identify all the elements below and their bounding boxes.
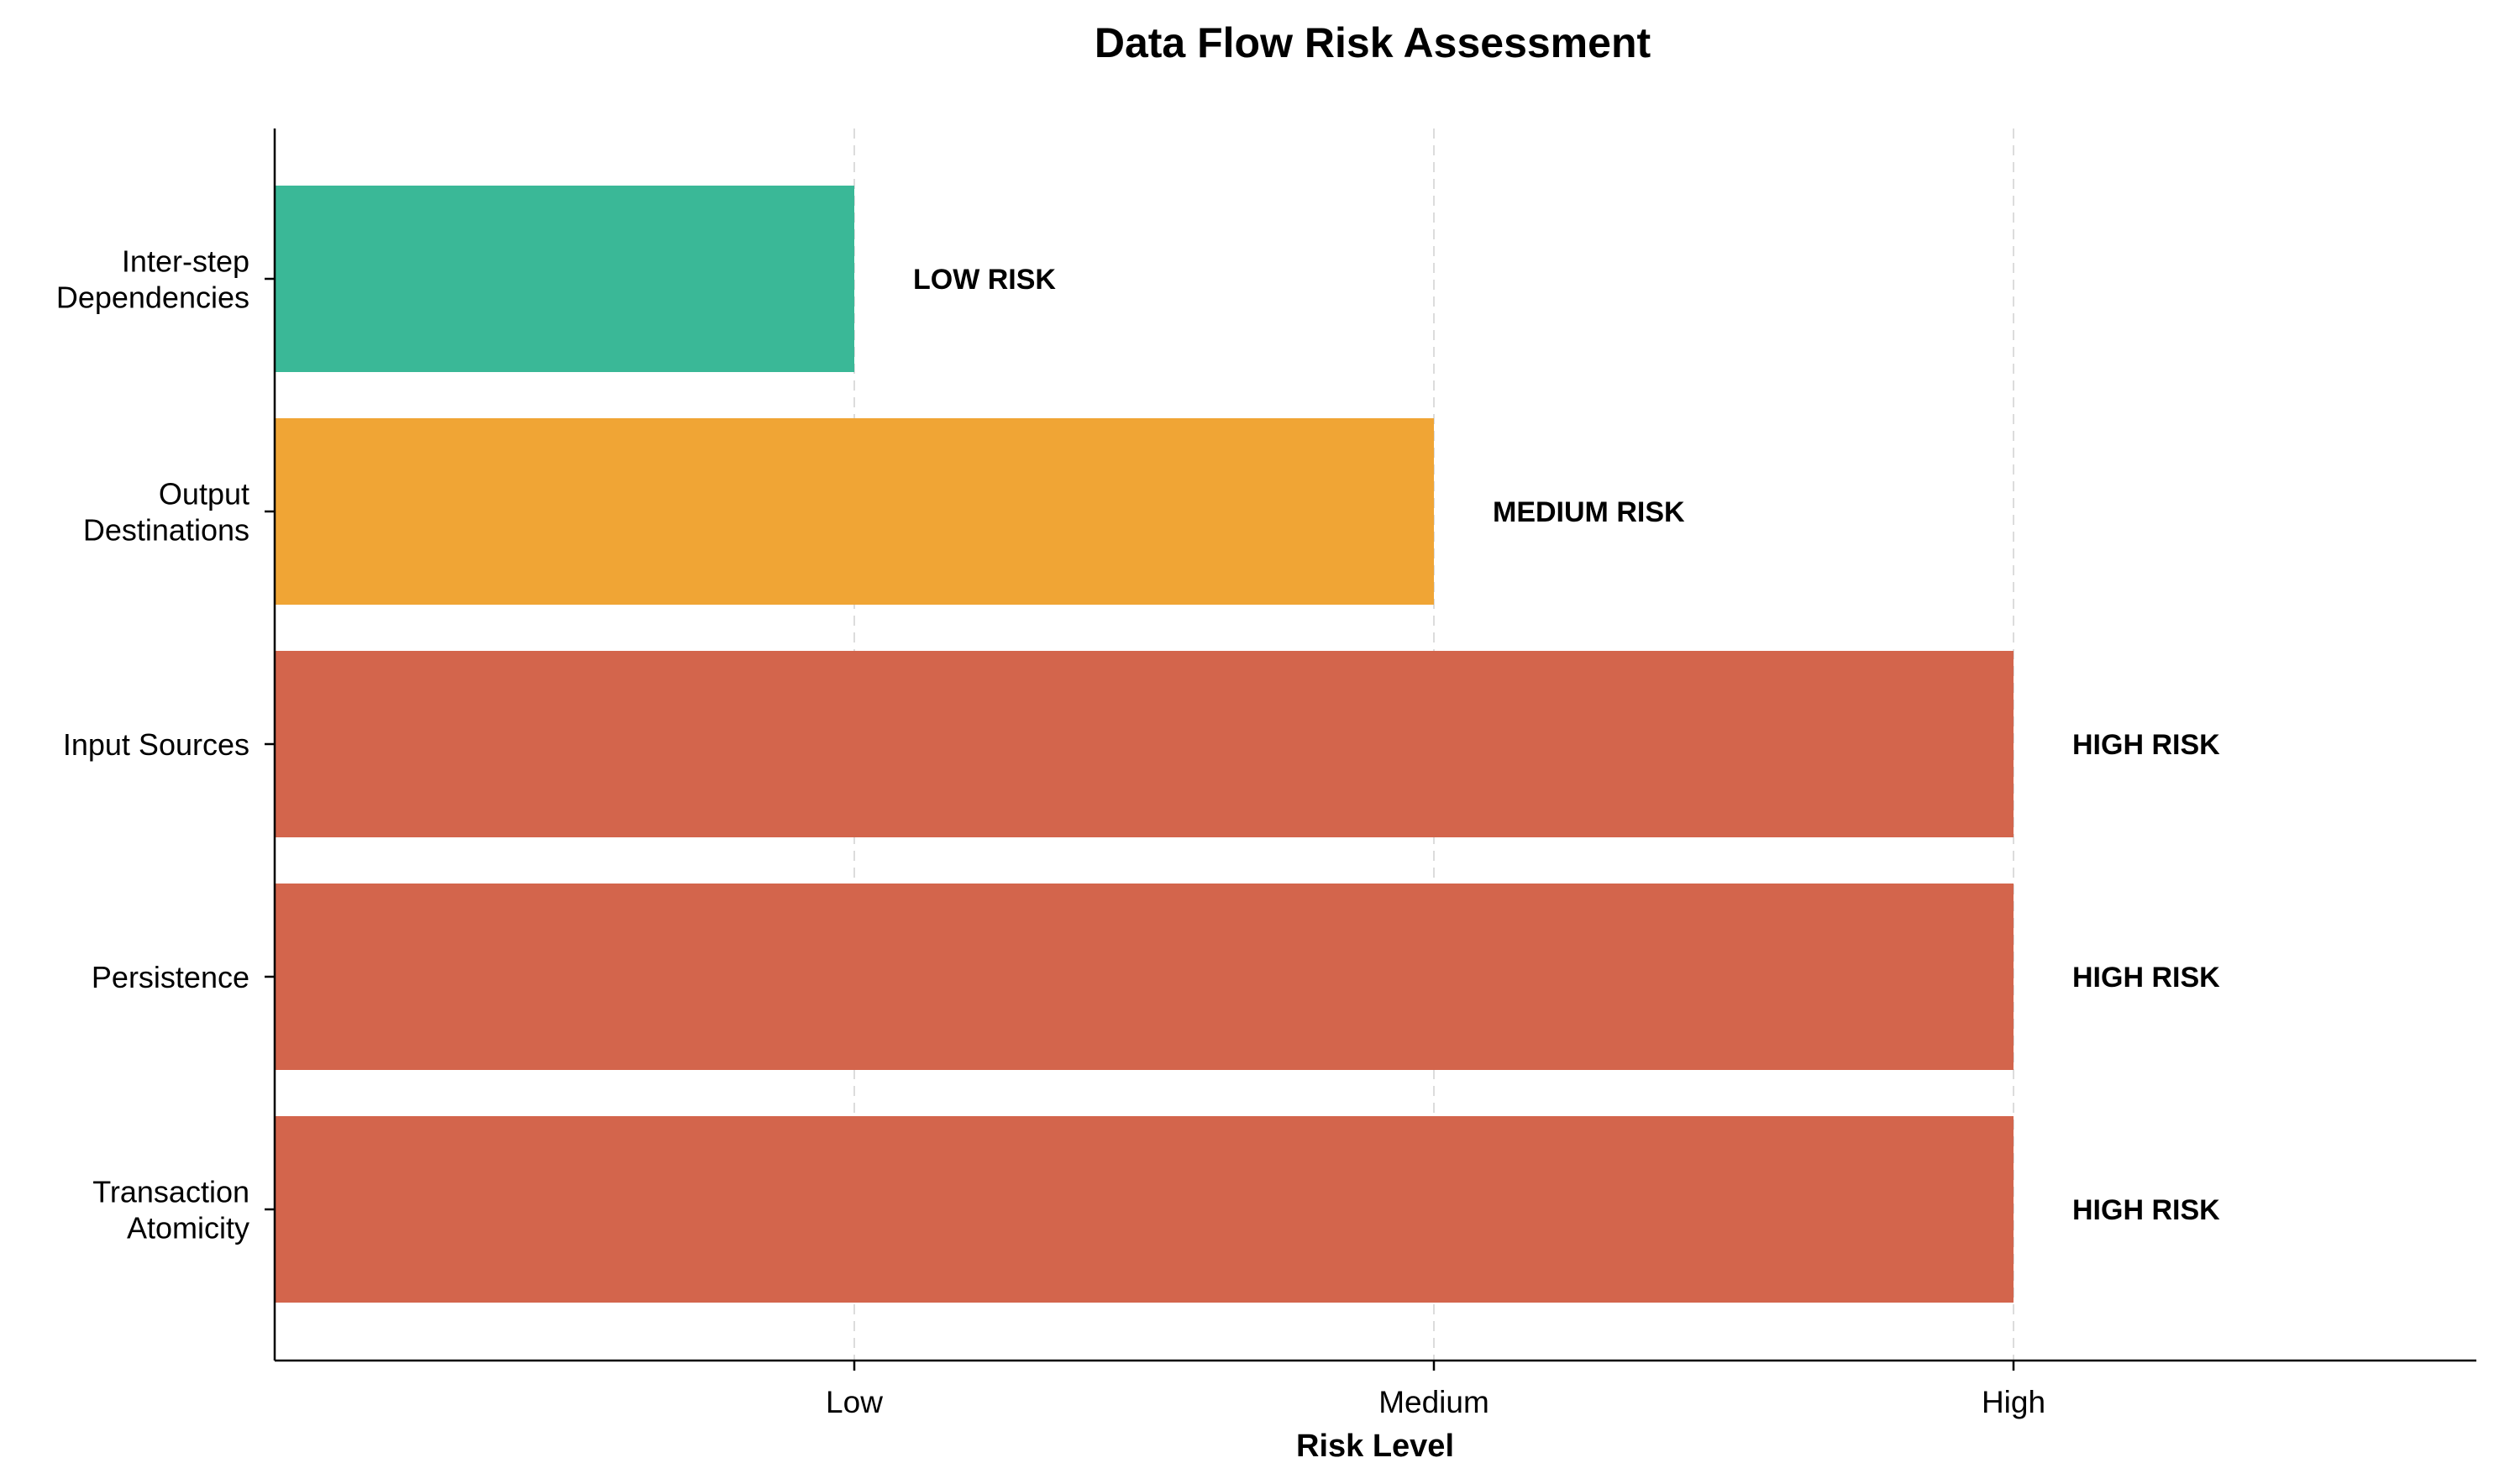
bar-value-label: MEDIUM RISK	[1493, 496, 1685, 528]
x-tick-labels: Low Medium High	[826, 1361, 2045, 1419]
y-category-label-line: Output	[159, 477, 249, 511]
y-category-label-line: Destinations	[83, 513, 249, 548]
bar	[275, 651, 2014, 837]
x-tick-label: High	[1982, 1385, 2045, 1419]
bar-value-label: HIGH RISK	[2072, 1194, 2220, 1226]
y-category-label-line: Atomicity	[127, 1211, 249, 1245]
bar	[275, 418, 1434, 605]
y-category-label-line: Dependencies	[56, 281, 249, 315]
y-category-label-line: Inter-step	[122, 244, 249, 279]
y-category-label: Transaction Atomicity	[92, 1175, 249, 1245]
x-axis-title: Risk Level	[1296, 1429, 1454, 1464]
bar	[275, 884, 2014, 1070]
x-tick-label: Medium	[1378, 1385, 1489, 1419]
y-category-label: Inter-step Dependencies	[56, 244, 249, 315]
y-category-label: Persistence	[92, 960, 249, 994]
chart-title: Data Flow Risk Assessment	[1095, 19, 1651, 66]
bar-value-label: HIGH RISK	[2072, 962, 2220, 994]
bar-value-label: LOW RISK	[913, 264, 1056, 296]
bar	[275, 1116, 2014, 1303]
bar	[275, 186, 854, 372]
x-tick-label: Low	[826, 1385, 883, 1419]
bar-labels: LOW RISK MEDIUM RISK HIGH RISK HIGH RISK HIG…	[913, 264, 2220, 1226]
bar-value-label: HIGH RISK	[2072, 729, 2220, 761]
y-category-label-line: Input Sources	[63, 727, 249, 762]
bars	[275, 186, 2014, 1303]
y-tick-labels: Inter-step Dependencies Output Destinations…	[56, 244, 275, 1245]
y-category-label-line: Transaction	[92, 1175, 249, 1209]
y-category-label: Output Destinations	[83, 477, 249, 548]
y-category-label: Input Sources	[63, 727, 249, 762]
y-category-label-line: Persistence	[92, 960, 249, 994]
